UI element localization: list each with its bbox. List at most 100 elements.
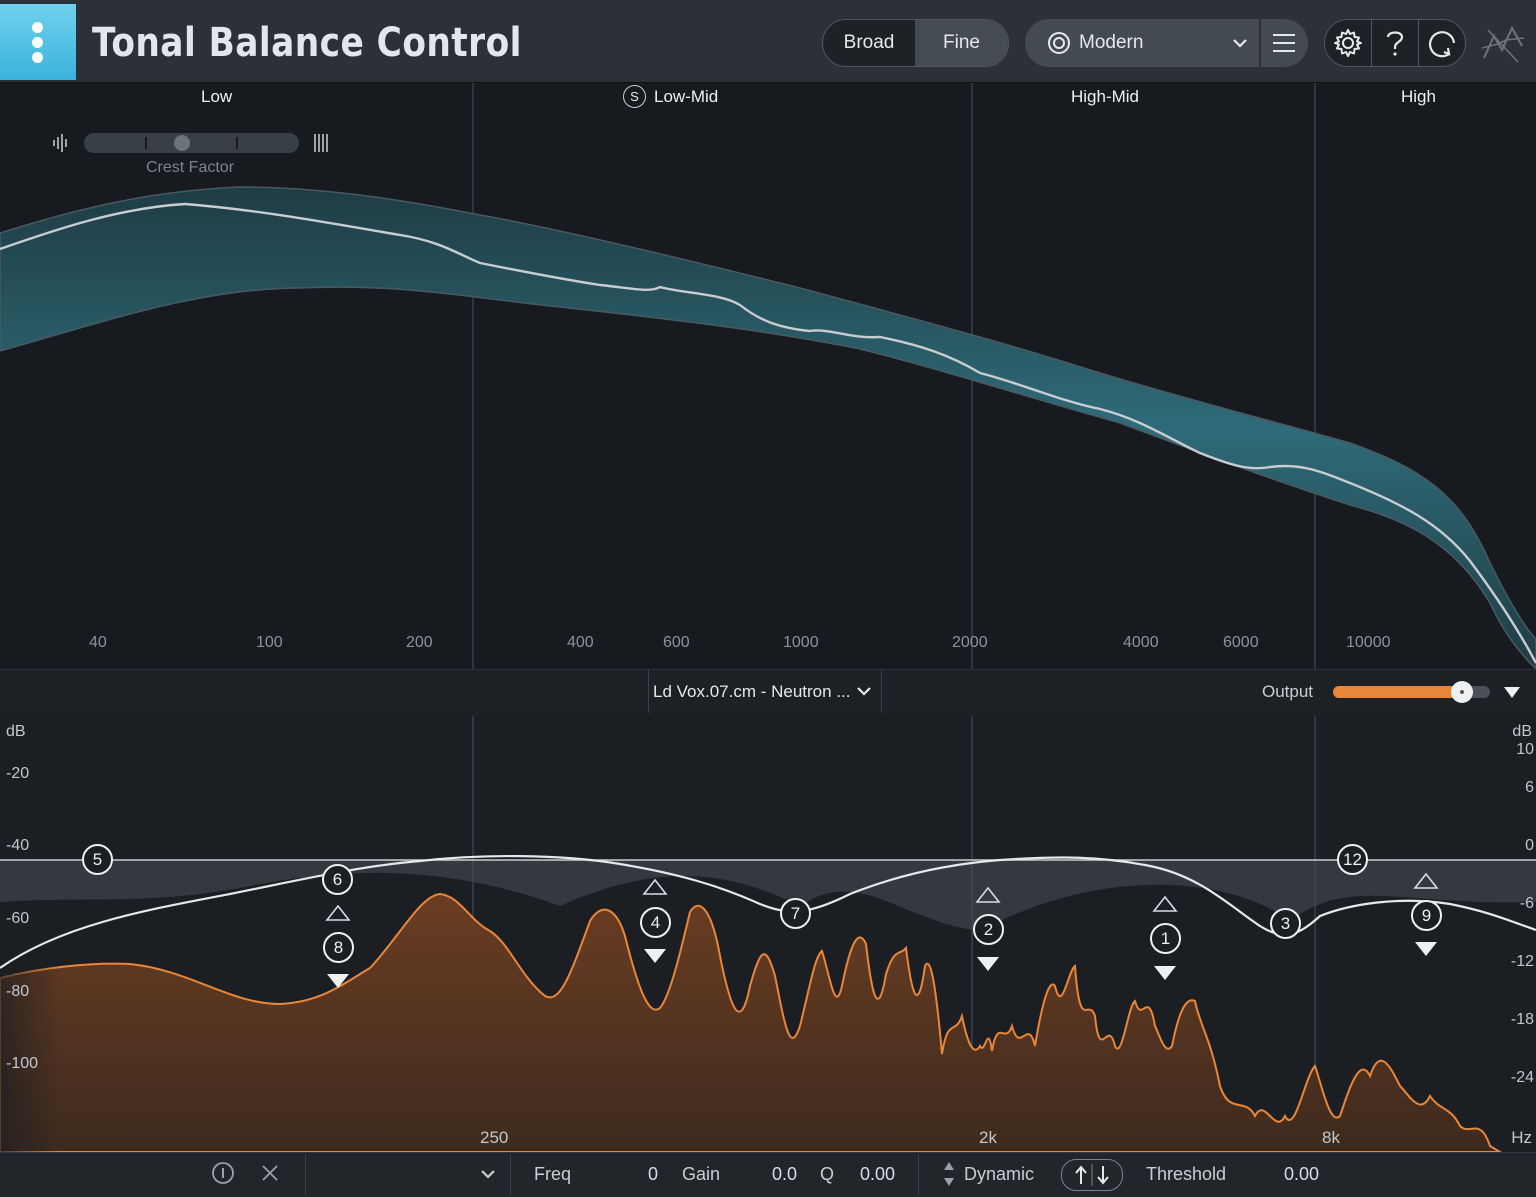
tonal-balance-display: [0, 83, 1536, 669]
db-left-tick: -20: [6, 765, 30, 782]
settings-button[interactable]: [1324, 19, 1372, 67]
threshold-up-handle-icon[interactable]: [975, 886, 1001, 904]
freq-tick: 1000: [783, 634, 819, 651]
menu-dot-icon: [32, 22, 43, 33]
hamburger-icon: [1273, 34, 1295, 52]
eq-node-6[interactable]: 6: [322, 864, 353, 895]
eq-display: 5 6 8 4 7 2 1 3 12 9: [0, 716, 1536, 1152]
loop-button[interactable]: [1418, 19, 1466, 67]
threshold-down-handle-icon[interactable]: [975, 955, 1001, 973]
crest-factor-label: Crest Factor: [146, 159, 235, 176]
output-slider-knob[interactable]: [1450, 681, 1473, 703]
db-left-tick: -80: [6, 983, 30, 1000]
track-name: Ld Vox.07.cm - Neutron ...: [653, 682, 851, 701]
db-right-tick: -24: [1510, 1069, 1534, 1086]
preset-menu-button[interactable]: [1261, 19, 1308, 67]
eq-node-5[interactable]: 5: [82, 844, 113, 875]
app-title: Tonal Balance Control: [92, 20, 522, 66]
freq-tick: 600: [663, 634, 690, 651]
spectrum-fade: [0, 956, 60, 1152]
db-right-label: dB: [1512, 723, 1532, 740]
db-left-tick: -60: [6, 910, 30, 927]
help-button[interactable]: [1371, 19, 1419, 67]
target-preset-dropdown[interactable]: Modern: [1025, 19, 1259, 67]
eq-node-9[interactable]: 9: [1411, 900, 1442, 931]
db-left-label: dB: [6, 723, 26, 740]
audio-spectrum: [0, 892, 1502, 1152]
band-label-high-mid[interactable]: High-Mid: [1071, 87, 1140, 106]
freq-value[interactable]: 0: [648, 1164, 659, 1184]
freq-tick: 6000: [1223, 634, 1259, 651]
freq-tick: 10000: [1346, 634, 1391, 651]
threshold-down-handle-icon[interactable]: [1413, 940, 1439, 958]
db-right-tick: 10: [1516, 741, 1534, 758]
track-selector-dropdown[interactable]: [648, 669, 882, 713]
eq-node-3[interactable]: 3: [1270, 908, 1301, 939]
broad-button[interactable]: Broad: [843, 32, 895, 53]
chevron-down-icon: [481, 1170, 495, 1179]
db-right-tick: -6: [1519, 895, 1534, 912]
freq-label: Freq: [534, 1164, 572, 1184]
slider-tick: [236, 137, 238, 149]
threshold-up-handle-icon[interactable]: [1152, 895, 1178, 913]
eq-freq-label: 2k: [979, 1128, 997, 1147]
bypass-band-icon[interactable]: [211, 1161, 235, 1185]
slider-tick: [145, 137, 147, 149]
footer-divider: [510, 1154, 511, 1194]
eq-node-2[interactable]: 2: [973, 914, 1004, 945]
db-left-tick: -100: [6, 1055, 39, 1072]
band-label-high[interactable]: High: [1401, 87, 1436, 106]
low-crest-icon: [53, 134, 67, 152]
question-icon: [1386, 31, 1404, 56]
threshold-down-handle-icon[interactable]: [642, 947, 668, 965]
dynamic-direction-toggle[interactable]: [1061, 1159, 1123, 1191]
threshold-value[interactable]: 0.00: [1284, 1164, 1320, 1184]
solo-button[interactable]: S: [623, 85, 646, 108]
dynamic-label[interactable]: Dynamic: [964, 1164, 1035, 1184]
eq-node-12[interactable]: 12: [1337, 844, 1368, 875]
target-range-band: [0, 186, 1536, 669]
izotope-logo-icon: [1481, 25, 1525, 63]
collapse-triangle-icon[interactable]: [1503, 686, 1521, 700]
target-icon: [1048, 32, 1070, 54]
freq-tick: 200: [406, 634, 433, 651]
instance-bar: [0, 669, 1536, 717]
eq-node-8[interactable]: 8: [323, 932, 354, 963]
threshold-up-handle-icon[interactable]: [325, 904, 351, 922]
close-icon[interactable]: [260, 1163, 280, 1183]
db-left-tick: -40: [6, 837, 30, 854]
q-value[interactable]: 0.00: [860, 1164, 896, 1184]
threshold-up-handle-icon[interactable]: [1413, 872, 1439, 890]
eq-freq-label: 250: [480, 1128, 509, 1147]
main-menu-button[interactable]: [0, 4, 76, 80]
output-slider[interactable]: [1333, 681, 1490, 703]
eq-node-1[interactable]: 1: [1150, 923, 1181, 954]
threshold-down-handle-icon[interactable]: [325, 972, 351, 990]
crest-factor-knob[interactable]: [173, 135, 190, 151]
menu-dot-icon: [32, 52, 43, 63]
threshold-down-handle-icon[interactable]: [1152, 964, 1178, 982]
footer-bar: [0, 1152, 1536, 1197]
eq-band-shapes: [0, 860, 1536, 931]
freq-tick: 2000: [952, 634, 988, 651]
band-label-low[interactable]: Low: [201, 87, 233, 106]
chevron-down-icon: [1233, 39, 1247, 48]
threshold-up-handle-icon[interactable]: [642, 878, 668, 896]
updown-arrows-icon: [944, 1162, 954, 1186]
menu-dot-icon: [32, 37, 43, 48]
fine-button[interactable]: Fine: [915, 20, 1008, 66]
eq-freq-label: 8k: [1322, 1128, 1340, 1147]
header-bar: Tonal Balance Control Broad Fine Modern: [0, 0, 1536, 83]
gear-icon: [1334, 29, 1362, 57]
db-right-tick: 6: [1525, 779, 1534, 796]
eq-node-4[interactable]: 4: [640, 907, 671, 938]
current-spectrum-curve: [0, 202, 1536, 664]
band-label-low-mid[interactable]: Low-Mid: [654, 87, 719, 106]
freq-tick: 100: [256, 634, 283, 651]
crest-factor-slider[interactable]: [84, 133, 299, 153]
eq-node-7[interactable]: 7: [780, 898, 811, 929]
high-crest-icon: [314, 134, 328, 152]
footer-divider: [305, 1154, 306, 1194]
refresh-icon: [1428, 31, 1456, 58]
gain-value[interactable]: 0.0: [772, 1164, 798, 1184]
